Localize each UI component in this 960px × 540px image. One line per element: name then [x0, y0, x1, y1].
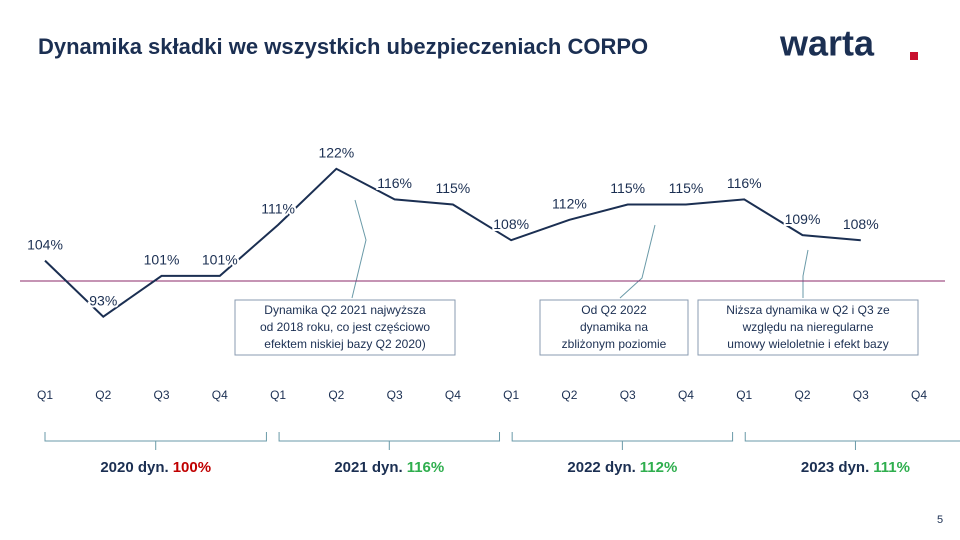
annotation-text: Dynamika Q2 2021 najwyższa [264, 303, 426, 317]
data-label: 115% [435, 180, 470, 196]
connector [802, 249, 809, 298]
data-label: 112% [552, 196, 587, 212]
x-tick-label: Q4 [911, 388, 927, 402]
x-tick-label: Q3 [154, 388, 170, 402]
x-tick-label: Q1 [736, 388, 752, 402]
year-name: 2023 dyn. [801, 459, 869, 476]
connector [351, 199, 367, 299]
annotation-box [234, 299, 456, 356]
data-label: 104% [27, 236, 63, 252]
year-label: 2023 dyn. 111% [801, 459, 910, 476]
data-line [44, 167, 861, 318]
connectors [351, 199, 809, 299]
data-label: 111% [261, 201, 295, 217]
data-label: 101% [202, 252, 238, 268]
data-label: 122% [318, 145, 354, 161]
x-tick-label: Q1 [37, 388, 53, 402]
year-bracket [511, 432, 734, 450]
year-growth: 116% [407, 459, 445, 476]
year-name: 2020 dyn. [100, 459, 168, 476]
year-growth: 112% [640, 459, 678, 476]
annotation-text: od 2018 roku, co jest częściowo [260, 320, 430, 334]
data-label: 109% [785, 211, 821, 227]
x-tick-label: Q3 [853, 388, 869, 402]
year-name: 2021 dyn. [334, 459, 402, 476]
annotation-text: dynamika na [580, 320, 648, 334]
x-tick-label: Q4 [445, 388, 461, 402]
x-tick-label: Q3 [620, 388, 636, 402]
year-name: 2022 dyn. [567, 459, 635, 476]
annotation-text: względu na nieregularne [742, 320, 874, 334]
year-label: 2022 dyn. 112% [567, 459, 677, 476]
data-label: 116% [727, 175, 762, 191]
data-label: 108% [493, 216, 529, 232]
year-label: 2021 dyn. 116% [334, 459, 444, 476]
x-tick-label: Q2 [795, 388, 811, 402]
data-label: 115% [669, 180, 704, 196]
logo-dot [910, 52, 918, 60]
year-bracket [278, 432, 501, 450]
annotation-text: efektem niskiej bazy Q2 2020) [264, 337, 425, 351]
data-label: 116% [377, 175, 412, 191]
annotation-box [697, 299, 919, 356]
data-label: 101% [144, 252, 180, 268]
data-label: 115% [610, 180, 645, 196]
x-tick-label: Q1 [270, 388, 286, 402]
annotation-text: Od Q2 2022 [581, 303, 647, 317]
x-tick-label: Q2 [328, 388, 344, 402]
x-tick-label: Q2 [95, 388, 111, 402]
logo: warta [779, 23, 875, 64]
x-tick-label: Q1 [503, 388, 519, 402]
page-number: 5 [937, 514, 943, 526]
annotation-text: zbliżonym poziomie [562, 337, 667, 351]
year-growth: 111% [873, 459, 910, 476]
year-bracket [44, 432, 267, 450]
x-tick-label: Q4 [212, 388, 228, 402]
annotation-text: umowy wieloletnie i efekt bazy [727, 337, 888, 351]
data-label: 108% [843, 216, 879, 232]
annotation-text: Niższa dynamika w Q2 i Q3 ze [726, 303, 890, 317]
year-growth: 100% [173, 459, 211, 476]
connector [619, 224, 656, 299]
year-bracket [744, 432, 960, 450]
x-tick-label: Q2 [561, 388, 577, 402]
chart-title: Dynamika składki we wszystkich ubezpiecz… [38, 34, 648, 59]
data-label: 93% [89, 292, 117, 308]
x-tick-label: Q3 [387, 388, 403, 402]
year-label: 2020 dyn. 100% [100, 459, 211, 476]
annotation-box [539, 299, 689, 356]
x-tick-label: Q4 [678, 388, 694, 402]
